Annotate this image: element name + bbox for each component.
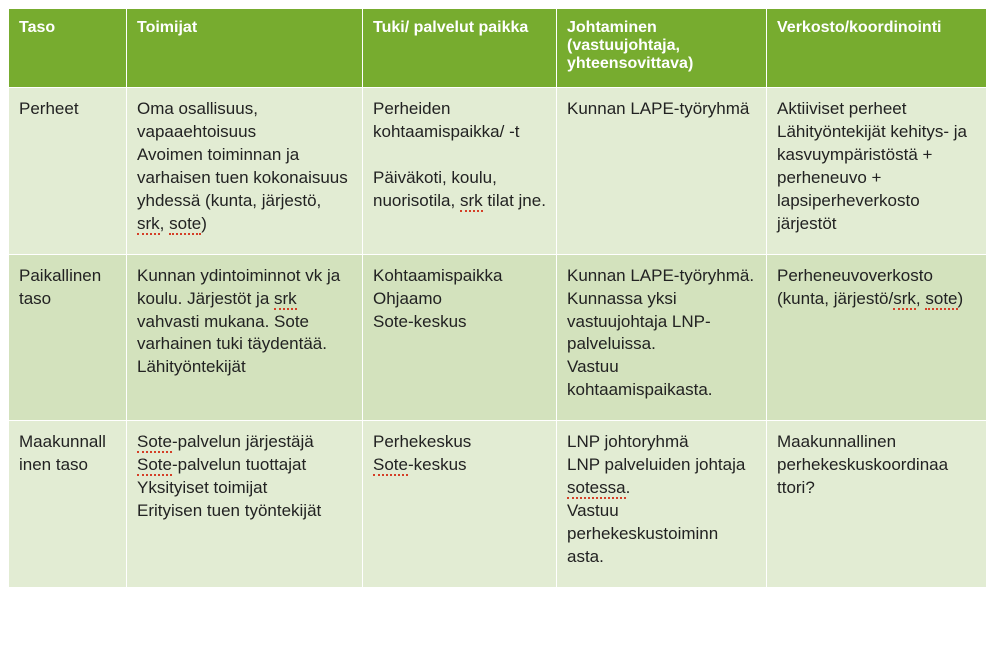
- spellcheck-word: Sote: [137, 455, 172, 476]
- table-row: Maakunnall inen taso Sote-palvelun järje…: [9, 421, 987, 588]
- text: ,: [160, 214, 169, 233]
- spellcheck-word: sotessa: [567, 478, 626, 499]
- cell-tuki: Perhekeskus Sote-keskus: [363, 421, 557, 588]
- text: Sote-keskus: [373, 312, 467, 331]
- text: Vastuu kohtaamispaikasta.: [567, 357, 713, 399]
- text: -keskus: [408, 455, 467, 474]
- cell-toimijat: Kunnan ydintoiminnot vk ja koulu. Järjes…: [127, 254, 363, 421]
- text: Kohtaamispaikka: [373, 266, 502, 285]
- cell-toimijat: Sote-palvelun järjestäjä Sote-palvelun t…: [127, 421, 363, 588]
- cell-johtaminen: LNP johtoryhmä LNP palveluiden johtaja s…: [557, 421, 767, 588]
- col-header-verkosto: Verkosto/koordinointi: [767, 9, 987, 88]
- text: ): [958, 289, 964, 308]
- cell-taso: Perheet: [9, 88, 127, 255]
- text: ,: [916, 289, 925, 308]
- text: -palvelun järjestäjä: [172, 432, 314, 451]
- spellcheck-word: sote: [925, 289, 957, 310]
- col-header-tuki: Tuki/ palvelut paikka: [363, 9, 557, 88]
- table-row: Perheet Oma osallisuus, vapaaehtoisuus A…: [9, 88, 987, 255]
- text: Kunnan ydintoiminnot vk ja koulu. Järjes…: [137, 266, 340, 308]
- cell-tuki: Perheiden kohtaamispaikka/ -t Päiväkoti,…: [363, 88, 557, 255]
- text: Yksityiset toimijat: [137, 478, 267, 497]
- spellcheck-word: sote: [169, 214, 201, 235]
- text: Avoimen toiminnan ja varhaisen tuen koko…: [137, 145, 348, 210]
- cell-johtaminen: Kunnan LAPE-työryhmä. Kunnassa yksi vast…: [557, 254, 767, 421]
- text: Vastuu perhekeskustoiminn asta.: [567, 501, 718, 566]
- cell-taso: Paikallinen taso: [9, 254, 127, 421]
- text: Kunnassa yksi vastuujohtaja LNP-palvelui…: [567, 289, 711, 354]
- text: Lähityöntekijät: [137, 357, 246, 376]
- spellcheck-word: Sote: [373, 455, 408, 476]
- text: Perhekeskus: [373, 432, 471, 451]
- spellcheck-word: srk: [893, 289, 916, 310]
- cell-toimijat: Oma osallisuus, vapaaehtoisuus Avoimen t…: [127, 88, 363, 255]
- cell-johtaminen: Kunnan LAPE-työryhmä: [557, 88, 767, 255]
- lape-table: Taso Toimijat Tuki/ palvelut paikka Joht…: [8, 8, 986, 588]
- text: Oma osallisuus, vapaaehtoisuus: [137, 99, 258, 141]
- cell-taso: Maakunnall inen taso: [9, 421, 127, 588]
- cell-verkosto: Aktiiviset perheet Lähityöntekijät kehit…: [767, 88, 987, 255]
- text: tilat jne.: [483, 191, 546, 210]
- col-header-toimijat: Toimijat: [127, 9, 363, 88]
- col-header-taso: Taso: [9, 9, 127, 88]
- cell-verkosto: Maakunnallinen perhekeskuskoordinaa ttor…: [767, 421, 987, 588]
- cell-tuki: Kohtaamispaikka Ohjaamo Sote-keskus: [363, 254, 557, 421]
- text: Ohjaamo: [373, 289, 442, 308]
- table-row: Paikallinen taso Kunnan ydintoiminnot vk…: [9, 254, 987, 421]
- text: Perheiden kohtaamispaikka/ -t: [373, 99, 519, 141]
- text: LNP palveluiden johtaja: [567, 455, 745, 474]
- cell-verkosto: Perheneuvoverkosto (kunta, järjestö/srk,…: [767, 254, 987, 421]
- text: .: [626, 478, 631, 497]
- spellcheck-word: Sote: [137, 432, 172, 453]
- col-header-johtaminen: Johtaminen (vastuujohtaja, yhteensovitta…: [557, 9, 767, 88]
- text: -palvelun tuottajat: [172, 455, 306, 474]
- spellcheck-word: srk: [460, 191, 483, 212]
- text: Erityisen tuen työntekijät: [137, 501, 321, 520]
- text: Kunnan LAPE-työryhmä.: [567, 266, 754, 285]
- spellcheck-word: srk: [137, 214, 160, 235]
- text: vahvasti mukana.: [137, 312, 269, 331]
- text: LNP johtoryhmä: [567, 432, 689, 451]
- table-header-row: Taso Toimijat Tuki/ palvelut paikka Joht…: [9, 9, 987, 88]
- table: Taso Toimijat Tuki/ palvelut paikka Joht…: [8, 8, 987, 588]
- text: ): [201, 214, 207, 233]
- spellcheck-word: srk: [274, 289, 297, 310]
